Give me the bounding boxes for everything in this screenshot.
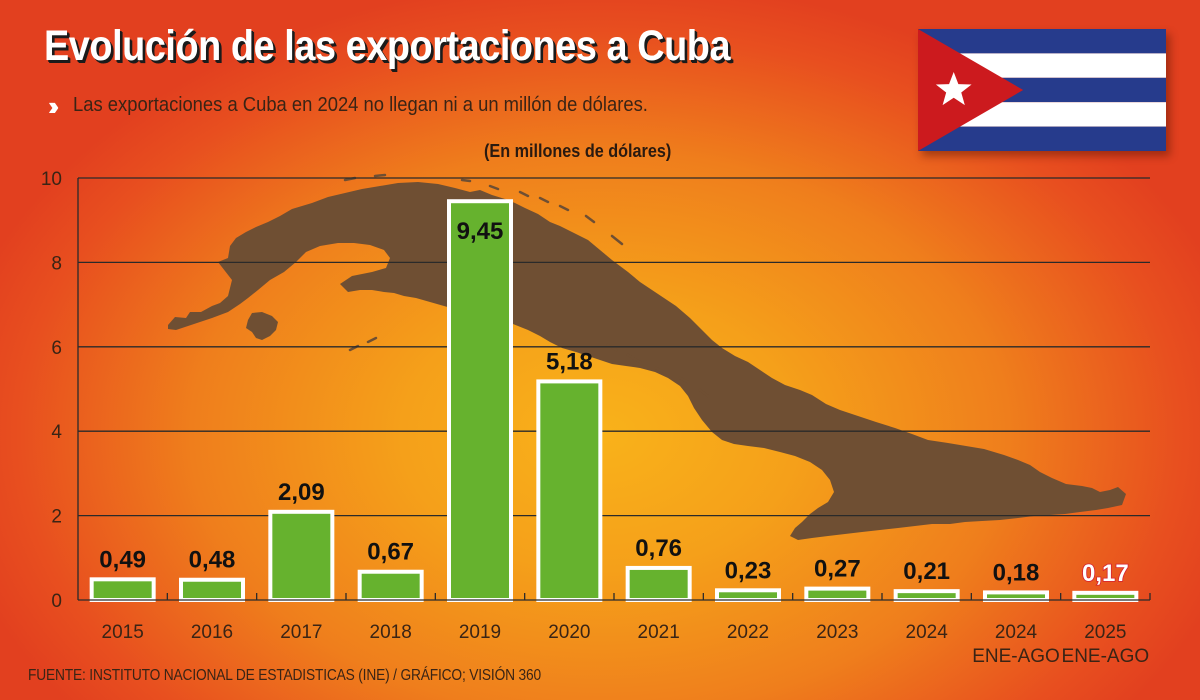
y-tick-label: 8 [51,253,62,274]
value-label: 0,67 [367,539,414,566]
bar [89,577,156,603]
double-chevron-right-icon: ›› [48,90,60,121]
cuba-map-silhouette [168,173,1126,540]
bar [536,379,603,602]
x-tick-label: 2018 [370,622,412,643]
x-tick-label: 2025 [1084,622,1126,643]
flag-stripe-blue [918,29,1166,54]
bar [893,589,960,602]
value-label: 0,18 [993,559,1040,586]
y-tick-label: 0 [51,591,62,612]
bar [983,590,1049,602]
x-tick-label: 2023 [816,622,858,643]
x-tick-label: 2015 [102,622,144,643]
x-tick-label: 2016 [191,622,233,643]
gridlines [78,177,1150,517]
value-label: 0,23 [725,557,772,584]
value-label: 0,27 [814,556,861,583]
unit-note: (En millones de dólares) [484,141,672,161]
flag-triangle [918,29,1024,151]
x-tick-label: 2024 [995,622,1038,643]
x-tick-label: 2019 [459,622,501,643]
value-label: 0,49 [99,546,146,573]
star-icon [935,71,972,106]
x-tick-label: 2024 [906,622,949,643]
bar [625,565,692,602]
cuba-flag [918,29,1166,151]
bar [179,577,245,603]
bar [1072,590,1139,602]
isla-de-la-juventud [246,312,278,340]
chart-subtitle: Las exportaciones a Cuba en 2024 no lleg… [73,94,649,116]
bar [447,199,513,603]
x-tick-label: 2020 [548,622,590,643]
bar [804,586,871,603]
value-label: 5,18 [546,348,593,375]
bar [357,569,424,603]
y-tick-label: 10 [41,169,62,190]
bars [89,199,1139,603]
value-label: 0,48 [189,547,236,574]
y-axis: 0 2 4 6 8 10 [41,169,79,612]
value-labels: 0,49 0,48 2,09 0,67 9,45 5,18 0,76 0,23 0,27 0,21… [99,218,1129,587]
x-tick-label: 2017 [280,622,322,643]
flag-stripe-blue [918,126,1166,151]
x-tick-label: 2022 [727,622,769,643]
x-tick-label: ENE-AGO [972,646,1060,667]
value-label: 0,21 [903,558,950,585]
bar [268,509,335,602]
subtitle-row: ›› Las exportaciones a Cuba en 2024 no l… [48,90,698,121]
value-label: 0,17 [1082,560,1129,587]
x-axis: 2015 2016 2017 2018 2019 2020 2021 2022 2023 2024… [78,593,1151,667]
x-tick-label: ENE-AGO [1062,646,1150,667]
y-tick-label: 6 [51,338,62,359]
value-label: 0,76 [635,535,682,562]
cays [343,173,710,398]
value-label: 2,09 [278,479,325,506]
bar [715,588,781,603]
y-tick-label: 4 [51,422,62,443]
value-label: 9,45 [457,218,504,245]
y-tick-label: 2 [51,507,62,528]
x-tick-label: 2021 [638,622,680,643]
chart-title: Evolución de las exportaciones a Cuba [44,22,731,70]
source-note: FUENTE: INSTITUTO NACIONAL DE ESTADISTIC… [28,667,541,684]
cuba-main-island [168,182,1126,540]
